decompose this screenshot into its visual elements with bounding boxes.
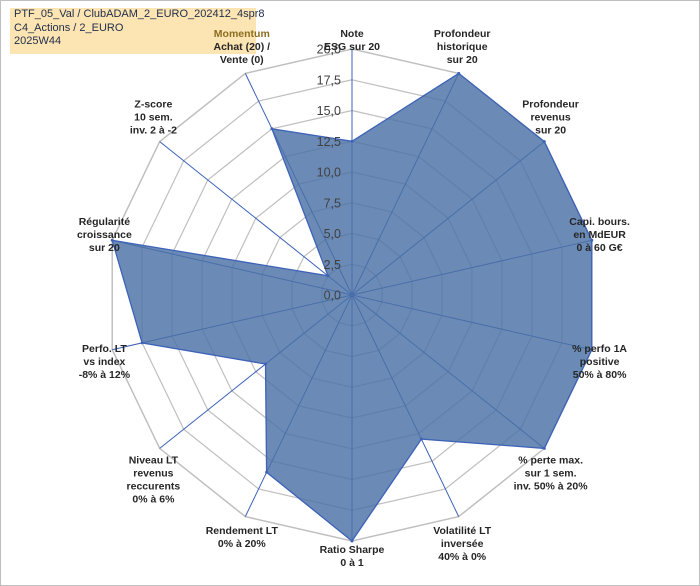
chart-title-line-1: PTF_05_Val / ClubADAM_2_EURO_202412_4spr… [14,8,265,20]
axis-label: Rendement LT 0% à 20% [206,525,279,550]
data-point [419,437,423,441]
data-point [590,238,594,242]
tick-label: 5,0 [324,227,341,241]
axis-label: Profondeur revenus sur 20 [522,99,579,137]
axis-label: Note ESG sur 20 [324,28,380,53]
data-point [457,71,461,75]
series-area [111,72,593,542]
axis-label: Niveau LT revenus reccurents 0% à 6% [127,454,181,505]
data-point [140,341,144,345]
data-point [270,127,274,131]
tick-label: 0,0 [324,289,341,303]
axis-label: Perfo. LT vs index -8% à 12% [79,343,131,381]
tick-label: 17,5 [317,73,341,87]
axis-label: % perfo 1A positive 50% à 80% [572,343,627,381]
axis-label: Ratio Sharpe 0 à 1 [320,544,385,569]
data-point [590,348,594,352]
tick-label: 10,0 [317,166,341,180]
tick-label: 12,5 [317,135,341,149]
axis-label: Momentum Achat (20) / Vente (0) [213,28,270,66]
radar-axis-labels: Note ESG sur 20 Profondeur historique sur 20… [77,28,630,569]
axis-label: Régularité croissance sur 20 [77,216,132,254]
data-point [350,139,354,143]
data-point [265,470,269,474]
tick-label: 20,0 [317,43,341,57]
tick-label: 7,5 [324,196,341,210]
data-point [542,446,546,450]
data-point [264,362,267,366]
axis-label: Capi. bours. en MdEUR 0 à 60 G€ [569,216,630,254]
data-point [542,140,546,144]
axis-spoke [159,141,353,296]
data-point [350,539,354,543]
data-point [110,238,114,242]
axis-label: Profondeur historique sur 20 [434,28,491,66]
data-point [326,274,330,278]
radar-series [110,71,594,543]
axis-label: Volatilité LT inversée 40% à 0% [433,525,492,563]
tick-label: 15,0 [317,104,341,118]
chart-title-box: PTF_05_Val / ClubADAM_2_EURO_202412_4spr… [10,8,265,54]
axis-label: Z-score 10 sem. inv. 2 à -2 [130,99,177,137]
chart-title-line-2: C4_Actions / 2_EURO [14,21,124,34]
radar-tick-labels: 0,0 2,5 5,0 7,5 10,0 12,5 15,0 17,5 20,0 [317,43,341,303]
chart-title-line-3: 2025W44 [14,35,62,47]
axis-label: % perte max. sur 1 sem. inv. 50% à 20% [514,454,589,492]
tick-label: 2,5 [324,258,341,272]
